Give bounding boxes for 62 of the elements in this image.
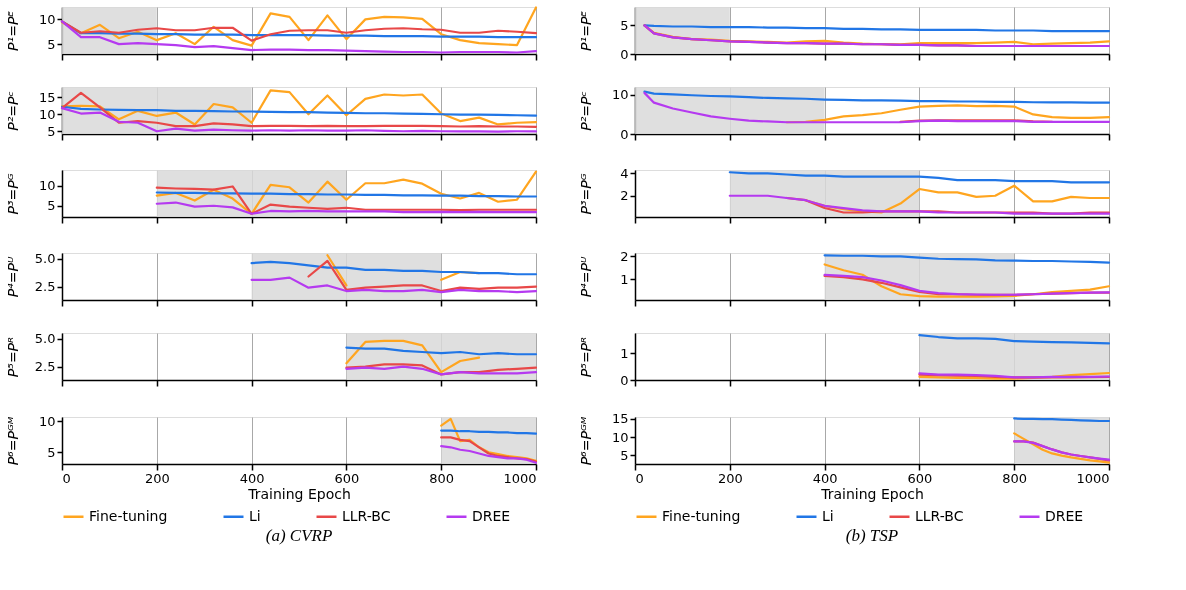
y-axis-title: P⁵=Pᴿ	[577, 336, 594, 378]
legend-label: LLR-BC	[342, 507, 391, 524]
legend-label: DREE	[472, 507, 511, 524]
y-tick-label: 2.5	[34, 279, 56, 295]
x-tick-label: 400	[812, 470, 838, 486]
x-tick-label: 800	[429, 470, 455, 486]
legend-label: LLR-BC	[915, 507, 964, 524]
legend-label: Fine-tuning	[662, 507, 741, 524]
y-tick-label: 2.5	[34, 359, 56, 375]
y-tick-label: 10	[611, 87, 629, 103]
y-axis-title: P⁴=Pᵁ	[4, 256, 21, 298]
y-tick-label: 5.0	[34, 331, 56, 347]
legend-label: Li	[249, 507, 261, 524]
y-tick-label: 5	[47, 36, 56, 52]
y-axis-title: P⁶=Pᴳᴹ	[577, 416, 594, 466]
x-axis-title: Training Epoch	[247, 485, 351, 502]
y-tick-label: 1	[620, 271, 629, 287]
y-tick-label: 5.0	[34, 251, 56, 267]
legend-label: Li	[822, 507, 834, 524]
y-tick-label: 10	[38, 11, 56, 27]
y-tick-label: 15	[611, 411, 629, 427]
x-tick-label: 800	[1002, 470, 1028, 486]
y-axis-title: P¹=Pᴱ	[4, 10, 21, 51]
y-tick-label: 10	[38, 106, 56, 122]
y-tick-label: 2	[620, 188, 629, 204]
y-tick-label: 0	[620, 46, 629, 62]
y-axis-title: P¹=Pᴱ	[577, 10, 594, 51]
text: (b) TSP	[845, 526, 899, 545]
y-tick-label: 5	[620, 17, 629, 33]
y-tick-label: 5	[47, 198, 56, 214]
x-axis-title: Training Epoch	[820, 485, 924, 502]
y-tick-label: 15	[38, 89, 56, 105]
x-tick-label: 200	[144, 470, 170, 486]
y-tick-label: 0	[620, 372, 629, 388]
y-axis-title: P⁶=Pᴳᴹ	[4, 416, 21, 466]
y-axis-title: P²=Pᶜ	[4, 91, 21, 131]
y-tick-label: 1	[620, 345, 629, 361]
legend-label: DREE	[1045, 507, 1084, 524]
x-tick-label: 1000	[503, 470, 537, 486]
y-tick-label: 5	[47, 123, 56, 139]
y-tick-label: 0	[620, 126, 629, 142]
x-tick-label: 200	[717, 470, 743, 486]
y-axis-title: P²=Pᶜ	[577, 91, 594, 131]
x-tick-label: 600	[907, 470, 933, 486]
legend-label: Fine-tuning	[89, 507, 168, 524]
y-tick-label: 4	[620, 165, 629, 181]
text: (a) CVRP	[265, 526, 333, 545]
y-axis-title: P³=Pᴳ	[4, 173, 21, 215]
y-tick-label: 10	[611, 429, 629, 445]
x-tick-label: 1000	[1076, 470, 1110, 486]
y-tick-label: 2	[620, 248, 629, 264]
y-tick-label: 10	[38, 178, 56, 194]
x-tick-label: 400	[239, 470, 265, 486]
y-tick-label: 5	[620, 447, 629, 463]
x-tick-label: 0	[62, 470, 71, 486]
y-axis-title: P³=Pᴳ	[577, 173, 594, 215]
x-tick-label: 0	[635, 470, 644, 486]
y-tick-label: 5	[47, 444, 56, 460]
y-axis-title: P⁵=Pᴿ	[4, 336, 21, 378]
y-tick-label: 10	[38, 413, 56, 429]
x-tick-label: 600	[334, 470, 360, 486]
y-axis-title: P⁴=Pᵁ	[577, 256, 594, 298]
